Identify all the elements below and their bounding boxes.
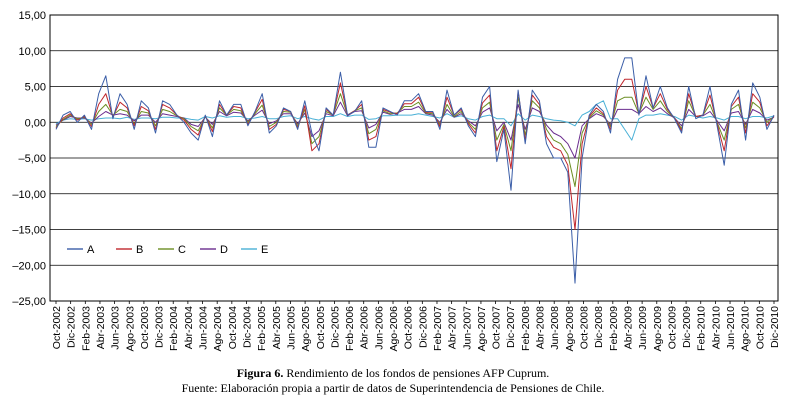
x-tick-label: Jun-2006 <box>373 306 385 350</box>
y-tick-label: –10,00 <box>12 189 46 201</box>
x-tick-label: Jun-2003 <box>110 306 122 350</box>
x-tick-label: Ago-2009 <box>652 306 664 352</box>
x-tick-label: Feb-2009 <box>608 306 620 351</box>
x-tick-label: Dic-2007 <box>505 306 517 348</box>
x-tick-label: Jun-2007 <box>461 306 473 350</box>
x-tick-label: Feb-2007 <box>432 306 444 351</box>
x-tick-label: Abr-2010 <box>710 306 722 349</box>
x-tick-label: Feb-2010 <box>696 306 708 351</box>
x-tick-label: Dic-2004 <box>241 306 253 348</box>
x-tick-label: Oct-2004 <box>227 306 239 349</box>
x-tick-label: Dic-2003 <box>154 306 166 348</box>
x-tick-label: Jun-2010 <box>725 306 737 350</box>
legend: A B C D E <box>67 244 268 256</box>
x-tick-label: Jun-2005 <box>285 306 297 350</box>
legend-label-C: C <box>178 244 186 256</box>
legend-label-A: A <box>87 244 95 256</box>
x-tick-label: Ago-2004 <box>212 306 224 352</box>
x-tick-label: Ago-2003 <box>124 306 136 352</box>
x-tick-label: Oct-2010 <box>754 306 766 349</box>
figure-caption: Figura 6. Rendimiento de los fondos de p… <box>0 366 786 380</box>
series-line-A <box>55 57 775 284</box>
x-tick-label: Dic-2009 <box>681 306 693 348</box>
x-tick-label: Abr-2009 <box>622 306 634 349</box>
figure-source: Fuente: Elaboración propia a partir de d… <box>181 381 605 395</box>
legend-label-D: D <box>220 244 228 256</box>
legend-label-E: E <box>261 244 268 256</box>
y-tick-label: –25,00 <box>12 296 46 308</box>
x-tick-label: Dic-2005 <box>329 306 341 348</box>
x-tick-label: Oct-2008 <box>579 306 591 349</box>
legend-label-B: B <box>136 244 143 256</box>
y-tick-label: 0,00 <box>25 117 46 129</box>
x-tick-label: Feb-2003 <box>80 306 92 351</box>
y-tick-label: 15,00 <box>18 10 46 22</box>
x-tick-label: Jun-2008 <box>549 306 561 350</box>
x-tick-label: Dic-2006 <box>417 306 429 348</box>
y-tick-label: –20,00 <box>12 260 46 272</box>
y-axis: 15,00 10,00 5,00 0,00 –5,00 –10,00 –15,00 –20,0… <box>12 10 46 308</box>
y-tick-label: 5,00 <box>25 82 46 94</box>
pension-fund-returns-chart: 15,00 10,00 5,00 0,00 –5,00 –10,00 –15,00 –20,0… <box>12 10 781 352</box>
x-tick-label: Dic-2002 <box>66 306 78 348</box>
x-tick-label: Ago-2008 <box>564 306 576 352</box>
x-tick-label: Ago-2007 <box>476 306 488 352</box>
series-line-C <box>55 93 775 188</box>
x-tick-label: Abr-2005 <box>271 306 283 349</box>
plot-area <box>55 57 775 284</box>
figure-label: Figura 6. <box>236 366 284 380</box>
x-tick-label: Oct-2003 <box>139 306 151 349</box>
x-tick-label: Dic-2008 <box>593 306 605 348</box>
y-tick-label: –5,00 <box>18 153 46 165</box>
x-tick-label: Oct-2002 <box>51 306 63 349</box>
x-tick-label: Abr-2006 <box>359 306 371 349</box>
figure-title: Rendimiento de los fondos de pensiones A… <box>283 366 550 380</box>
x-tick-label: Oct-2007 <box>491 306 503 349</box>
x-tick-label: Oct-2005 <box>315 306 327 349</box>
series-line-D <box>55 101 775 159</box>
series-line-E <box>55 100 775 141</box>
x-tick-label: Ago-2010 <box>740 306 752 352</box>
x-tick-label: Jun-2009 <box>637 306 649 350</box>
x-tick-label: Ago-2006 <box>388 306 400 352</box>
x-tick-label: Dic-2010 <box>769 306 781 348</box>
x-tick-label: Ago-2005 <box>300 306 312 352</box>
x-tick-label: Feb-2004 <box>168 306 180 351</box>
x-tick-label: Abr-2003 <box>95 306 107 349</box>
x-tick-label: Abr-2007 <box>447 306 459 349</box>
x-tick-label: Oct-2009 <box>666 306 678 349</box>
x-axis: Oct-2002 Dic-2002 Feb-2003 Abr-2003 Jun-2003… <box>51 301 781 352</box>
grid-lines <box>49 14 779 302</box>
x-tick-label: Jun-2004 <box>198 306 210 350</box>
x-tick-label: Oct-2006 <box>403 306 415 349</box>
x-tick-label: Abr-2004 <box>183 306 195 349</box>
y-tick-label: 10,00 <box>18 46 46 58</box>
x-tick-label: Feb-2008 <box>520 306 532 351</box>
x-tick-label: Feb-2006 <box>344 306 356 351</box>
x-tick-label: Abr-2008 <box>535 306 547 349</box>
x-tick-label: Feb-2005 <box>256 306 268 351</box>
y-tick-label: –15,00 <box>12 225 46 237</box>
